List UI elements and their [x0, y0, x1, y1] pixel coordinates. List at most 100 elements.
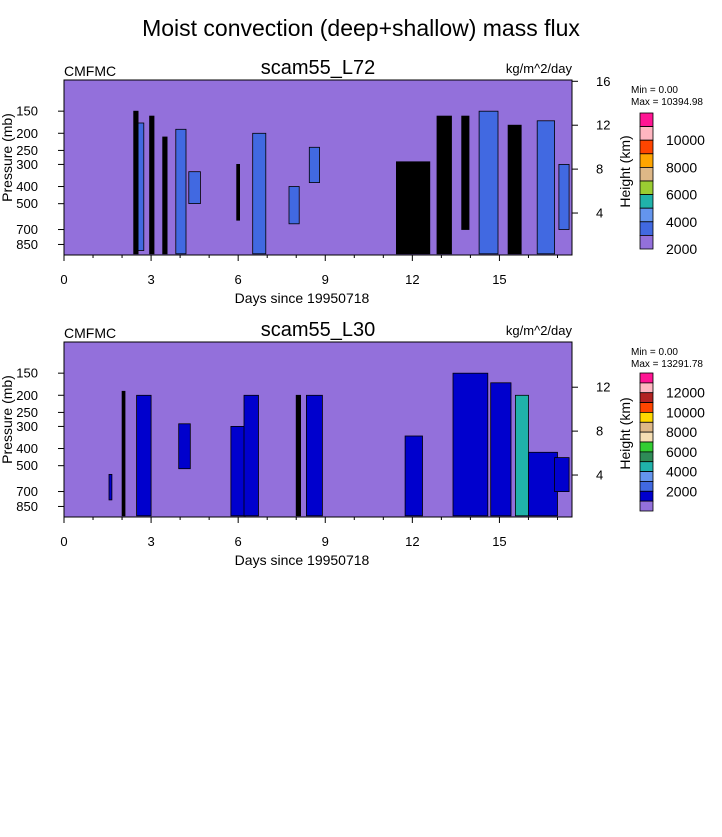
- colorbar-box: [639, 421, 654, 433]
- plot-border: [63, 79, 573, 256]
- colorbar-label: 8000: [666, 159, 697, 175]
- y-tick-label: 850: [16, 237, 38, 252]
- data-feature: [478, 110, 499, 255]
- colorbar-label: 12000: [666, 385, 705, 401]
- x-tick-label: 15: [492, 272, 506, 287]
- colorbar-box: [639, 500, 654, 512]
- colorbar-label: 6000: [666, 187, 697, 203]
- y-tick-label: 400: [16, 179, 38, 194]
- y2-tick-label: 12: [596, 118, 610, 133]
- y-axis-label: Pressure (mb): [0, 113, 15, 202]
- colorbar-label: 10000: [666, 132, 705, 148]
- y2-tick-label: 8: [596, 162, 603, 177]
- colorbar-box: [639, 139, 654, 155]
- y-tick-label: 400: [16, 441, 38, 456]
- y-tick-label: 700: [16, 222, 38, 237]
- y-tick-label: 500: [16, 458, 38, 473]
- colorbar-box: [639, 112, 654, 128]
- x-tick-label: 9: [322, 272, 329, 287]
- data-feature: [528, 451, 558, 517]
- data-feature: [175, 128, 187, 255]
- data-feature: [236, 163, 240, 221]
- variable-label: CMFMC: [64, 63, 116, 79]
- colorbar-box: [639, 451, 654, 463]
- panel-l72: scam55_L72 CMFMC kg/m^2/day 0 3 6 9 12 15 Days si…: [0, 57, 705, 306]
- data-feature: [490, 382, 512, 517]
- panel-l30: scam55_L30 CMFMC kg/m^2/day 0 3 6 9 12 15 Days si…: [0, 319, 705, 568]
- data-feature: [507, 124, 522, 255]
- x-tick-label: 0: [60, 534, 67, 549]
- variable-label: CMFMC: [64, 325, 116, 341]
- data-feature: [554, 457, 570, 493]
- y-tick-label: 300: [16, 419, 38, 434]
- colorbar-label: 4000: [666, 464, 697, 480]
- x-tick-label: 9: [322, 534, 329, 549]
- y2-tick-label: 4: [596, 468, 603, 483]
- data-feature: [305, 394, 323, 517]
- data-feature: [288, 186, 300, 225]
- x-tick-label: 3: [147, 272, 154, 287]
- colorbar-box: [639, 441, 654, 453]
- y2-tick-label: 16: [596, 74, 610, 89]
- colorbar-box: [639, 480, 654, 492]
- x-axis-label: Days since 19950718: [235, 552, 370, 568]
- colorbar-label: 10000: [666, 404, 705, 420]
- min-value-text: Min = 0.00: [631, 347, 678, 358]
- x-tick-label: 6: [235, 272, 242, 287]
- y-tick-label: 200: [16, 388, 38, 403]
- y-tick-label: 300: [16, 157, 38, 172]
- figure-title: Moist convection (deep+shallow) mass flu…: [142, 15, 580, 41]
- data-feature: [515, 394, 529, 517]
- data-feature: [243, 394, 259, 517]
- data-feature: [295, 394, 302, 517]
- data-feature: [188, 171, 201, 204]
- y-tick-label: 850: [16, 499, 38, 514]
- y-tick-label: 200: [16, 126, 38, 141]
- colorbar-box: [639, 471, 654, 482]
- colorbar-box: [639, 180, 654, 196]
- colorbar-box: [639, 402, 654, 413]
- min-value-text: Min = 0.00: [631, 85, 678, 96]
- data-feature: [536, 120, 556, 255]
- colorbar-label: 6000: [666, 444, 697, 460]
- data-feature: [133, 110, 139, 255]
- data-feature: [121, 390, 126, 517]
- colorbar-label: 8000: [666, 424, 697, 440]
- y-tick-label: 700: [16, 484, 38, 499]
- panel-title: scam55_L30: [261, 319, 376, 341]
- x-tick-label: 6: [235, 534, 242, 549]
- y-tick-label: 250: [16, 405, 38, 420]
- data-feature: [436, 115, 452, 255]
- data-feature: [558, 163, 570, 230]
- y-tick-label: 150: [16, 104, 38, 119]
- colorbar-box: [639, 126, 654, 141]
- data-feature: [136, 394, 152, 517]
- colorbar-box: [639, 382, 654, 394]
- colorbar-box: [639, 207, 654, 223]
- max-value-text: Max = 10394.98: [631, 97, 703, 108]
- colorbar-box: [639, 431, 654, 443]
- y-tick-label: 250: [16, 143, 38, 158]
- y-tick-label: 500: [16, 196, 38, 211]
- y2-tick-label: 8: [596, 424, 603, 439]
- colorbar-box: [639, 461, 654, 473]
- colorbar-label: 2000: [666, 241, 697, 257]
- colorbar-label: 2000: [666, 483, 697, 499]
- colorbar-box: [639, 372, 654, 384]
- max-value-text: Max = 13291.78: [631, 359, 703, 370]
- units-label: kg/m^2/day: [506, 323, 573, 338]
- data-feature: [252, 132, 267, 255]
- data-feature: [308, 146, 320, 184]
- colorbar-box: [639, 490, 654, 502]
- colorbar-box: [639, 194, 654, 209]
- data-feature: [404, 435, 423, 517]
- colorbar-box: [639, 411, 654, 423]
- panel-title: scam55_L72: [261, 57, 376, 79]
- x-tick-label: 3: [147, 534, 154, 549]
- data-feature: [461, 115, 470, 230]
- colorbar-box: [639, 166, 654, 182]
- y2-axis-label: Height (km): [617, 135, 633, 207]
- plot-border: [63, 341, 573, 518]
- data-feature: [230, 425, 246, 517]
